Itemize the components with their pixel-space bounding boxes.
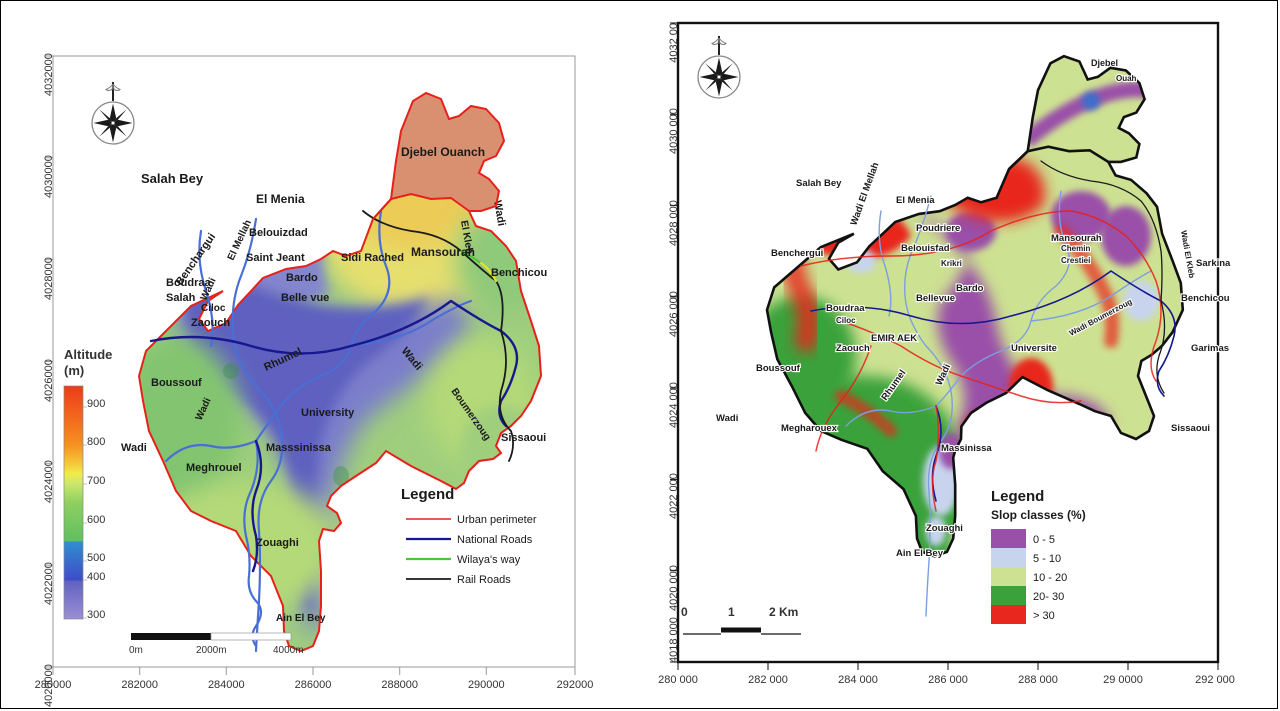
svg-text:Crestiei: Crestiei bbox=[1061, 256, 1090, 265]
svg-text:Ciloc: Ciloc bbox=[836, 316, 856, 325]
svg-text:Belle vue: Belle vue bbox=[281, 292, 329, 304]
svg-text:Wadi El Mellah: Wadi El Mellah bbox=[848, 161, 881, 227]
svg-text:1: 1 bbox=[728, 605, 735, 619]
svg-text:Salah: Salah bbox=[166, 292, 196, 304]
svg-text:Sissaoui: Sissaoui bbox=[501, 432, 546, 444]
svg-text:Zaouch: Zaouch bbox=[836, 343, 870, 354]
svg-text:Ain El Bey: Ain El Bey bbox=[276, 613, 326, 624]
svg-text:EMIR AEK: EMIR AEK bbox=[871, 333, 917, 344]
svg-text:Benchicou: Benchicou bbox=[491, 267, 547, 279]
svg-text:El Menia: El Menia bbox=[896, 195, 935, 206]
svg-text:Zouaghi: Zouaghi bbox=[926, 523, 963, 534]
svg-text:Sidi Rached: Sidi Rached bbox=[341, 252, 404, 264]
svg-text:Wadi: Wadi bbox=[491, 199, 507, 227]
svg-text:Massinissa: Massinissa bbox=[941, 443, 992, 454]
svg-text:Garimas: Garimas bbox=[1191, 343, 1229, 354]
svg-text:0m: 0m bbox=[129, 645, 143, 656]
svg-text:Bellevue: Bellevue bbox=[916, 293, 955, 304]
svg-text:Boussouf: Boussouf bbox=[756, 363, 801, 374]
svg-text:Zaouch: Zaouch bbox=[191, 317, 230, 329]
svg-text:Salah Bey: Salah Bey bbox=[796, 178, 842, 189]
svg-text:Benchicou: Benchicou bbox=[1181, 293, 1230, 304]
svg-text:5 - 10: 5 - 10 bbox=[1033, 553, 1061, 565]
svg-text:Benchergui: Benchergui bbox=[771, 248, 823, 259]
svg-text:Legend: Legend bbox=[401, 486, 454, 503]
svg-text:Chemin: Chemin bbox=[1061, 244, 1090, 253]
svg-text:Slop classes (%): Slop classes (%) bbox=[991, 508, 1086, 522]
svg-text:Urban perimeter: Urban perimeter bbox=[457, 514, 537, 526]
svg-text:900: 900 bbox=[87, 398, 105, 410]
svg-text:Legend: Legend bbox=[991, 488, 1044, 505]
svg-text:Wadi: Wadi bbox=[716, 413, 738, 424]
svg-text:Belouisfad: Belouisfad bbox=[901, 243, 950, 254]
svg-text:Bardo: Bardo bbox=[956, 283, 984, 294]
svg-text:Belouizdad: Belouizdad bbox=[249, 227, 308, 239]
svg-text:Poudriere: Poudriere bbox=[916, 223, 960, 234]
svg-text:Bardo: Bardo bbox=[286, 272, 318, 284]
svg-text:300: 300 bbox=[87, 609, 105, 621]
svg-text:Ouah: Ouah bbox=[1116, 74, 1137, 83]
svg-text:National Roads: National Roads bbox=[457, 534, 533, 546]
svg-text:Djebel: Djebel bbox=[1091, 58, 1118, 68]
svg-text:4000m: 4000m bbox=[273, 645, 304, 656]
svg-text:Boudraa: Boudraa bbox=[166, 277, 212, 289]
svg-text:Megharouex: Megharouex bbox=[781, 423, 838, 434]
svg-text:20- 30: 20- 30 bbox=[1033, 591, 1064, 603]
svg-text:Wadi El Kleb: Wadi El Kleb bbox=[1179, 230, 1196, 279]
svg-text:Wadi: Wadi bbox=[121, 442, 147, 454]
svg-text:> 30: > 30 bbox=[1033, 610, 1055, 622]
svg-text:Mansourah: Mansourah bbox=[1051, 233, 1102, 244]
svg-text:0: 0 bbox=[681, 605, 688, 619]
svg-text:Wilaya's way: Wilaya's way bbox=[457, 554, 521, 566]
svg-text:Saint Jeant: Saint Jeant bbox=[246, 252, 305, 264]
svg-text:El Menia: El Menia bbox=[256, 192, 305, 206]
svg-text:Zouaghi: Zouaghi bbox=[256, 537, 299, 549]
svg-text:2000m: 2000m bbox=[196, 645, 227, 656]
svg-text:Djebel Ouanch: Djebel Ouanch bbox=[401, 145, 485, 159]
svg-text:2 Km: 2 Km bbox=[769, 605, 798, 619]
svg-text:Universite: Universite bbox=[1011, 343, 1057, 354]
svg-text:Meghrouel: Meghrouel bbox=[186, 462, 242, 474]
svg-text:Sarkina: Sarkina bbox=[1196, 258, 1231, 269]
svg-text:University: University bbox=[301, 407, 355, 419]
svg-text:800: 800 bbox=[87, 436, 105, 448]
svg-text:600: 600 bbox=[87, 514, 105, 526]
svg-text:Salah Bey: Salah Bey bbox=[141, 171, 204, 186]
svg-text:500: 500 bbox=[87, 552, 105, 564]
svg-text:Boudraa: Boudraa bbox=[826, 303, 865, 314]
svg-text:Altitude: Altitude bbox=[64, 347, 112, 362]
svg-text:Masssinissa: Masssinissa bbox=[266, 442, 332, 454]
svg-text:Boussouf: Boussouf bbox=[151, 377, 202, 389]
svg-text:Ain El Bey: Ain El Bey bbox=[896, 548, 944, 559]
svg-text:10 - 20: 10 - 20 bbox=[1033, 572, 1067, 584]
svg-text:(m): (m) bbox=[64, 363, 84, 378]
svg-text:400: 400 bbox=[87, 571, 105, 583]
svg-text:Rail Roads: Rail Roads bbox=[457, 574, 511, 586]
svg-text:Ciloc: Ciloc bbox=[201, 303, 226, 314]
svg-text:Krikri: Krikri bbox=[941, 259, 962, 268]
svg-text:0 - 5: 0 - 5 bbox=[1033, 534, 1055, 546]
svg-text:700: 700 bbox=[87, 475, 105, 487]
svg-text:Sissaoui: Sissaoui bbox=[1171, 423, 1210, 434]
